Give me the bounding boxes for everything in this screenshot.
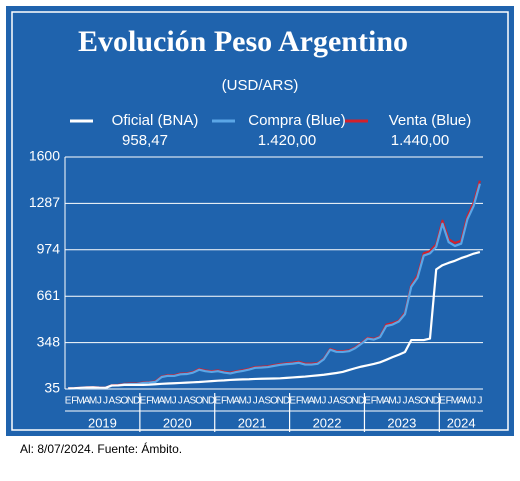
x-tick-label: S: [264, 396, 271, 407]
x-tick-label: J: [471, 396, 476, 407]
x-tick-label: N: [277, 396, 284, 407]
y-tick-label: 974: [37, 241, 61, 257]
x-tick-label: J: [477, 396, 482, 407]
x-tick-label: S: [339, 396, 346, 407]
x-tick-label: S: [190, 396, 197, 407]
x-tick-label: A: [158, 396, 165, 407]
year-label: 2024: [447, 415, 476, 430]
x-tick-label: O: [120, 396, 128, 407]
x-tick-label: F: [446, 396, 452, 407]
legend-label: Oficial (BNA): [112, 112, 199, 129]
x-tick-label: O: [420, 396, 428, 407]
x-tick-label: D: [208, 396, 215, 407]
x-tick-label: J: [172, 396, 177, 407]
x-tick-label: M: [451, 396, 459, 407]
y-tick-label: 35: [44, 380, 60, 396]
legend-value: 1.440,00: [391, 132, 449, 149]
y-tick-label: 1600: [29, 148, 60, 164]
series-line: [68, 251, 481, 390]
x-tick-label: A: [308, 396, 315, 407]
x-tick-label: A: [333, 396, 340, 407]
chart-title: Evolución Peso Argentino: [78, 25, 408, 58]
legend-label: Venta (Blue): [389, 112, 472, 129]
y-tick-label: 348: [37, 333, 61, 349]
x-tick-label: M: [226, 396, 234, 407]
x-tick-label: J: [396, 396, 401, 407]
x-tick-label: D: [133, 396, 140, 407]
x-tick-label: J: [403, 396, 408, 407]
chart-subtitle: (USD/ARS): [222, 77, 299, 94]
x-tick-label: A: [258, 396, 265, 407]
x-tick-label: J: [103, 396, 108, 407]
x-tick-label: F: [71, 396, 77, 407]
x-tick-label: N: [202, 396, 209, 407]
x-tick-label: O: [345, 396, 353, 407]
year-label: 2019: [88, 415, 117, 430]
year-label: 2023: [387, 415, 416, 430]
x-tick-label: E: [289, 396, 296, 407]
x-tick-label: M: [239, 396, 247, 407]
x-tick-label: A: [233, 396, 240, 407]
x-tick-label: M: [463, 396, 471, 407]
x-tick-label: M: [388, 396, 396, 407]
x-tick-label: F: [221, 396, 227, 407]
x-tick-label: J: [247, 396, 252, 407]
x-tick-label: J: [321, 396, 326, 407]
x-tick-label: A: [408, 396, 415, 407]
x-tick-label: M: [301, 396, 309, 407]
x-tick-label: J: [97, 396, 102, 407]
x-tick-label: S: [414, 396, 421, 407]
y-tick-label: 661: [37, 287, 61, 303]
footnote: Al: 8/07/2024. Fuente: Ámbito.: [20, 441, 182, 456]
x-tick-label: M: [76, 396, 84, 407]
x-tick-label: A: [183, 396, 190, 407]
x-tick-label: S: [115, 396, 122, 407]
x-tick-label: A: [383, 396, 390, 407]
x-tick-label: M: [89, 396, 97, 407]
panel-border: [11, 11, 509, 431]
legend-value: 958,47: [122, 132, 168, 149]
x-tick-label: D: [433, 396, 440, 407]
x-tick-label: O: [270, 396, 278, 407]
x-tick-label: E: [364, 396, 371, 407]
x-tick-label: D: [358, 396, 365, 407]
x-tick-label: E: [65, 396, 72, 407]
x-tick-label: M: [376, 396, 384, 407]
year-label: 2021: [238, 415, 267, 430]
panel: [6, 6, 514, 436]
x-tick-label: O: [195, 396, 203, 407]
x-tick-label: A: [83, 396, 90, 407]
y-tick-label: 1287: [29, 194, 60, 210]
x-tick-label: E: [140, 396, 147, 407]
x-tick-label: M: [164, 396, 172, 407]
x-tick-label: E: [215, 396, 222, 407]
year-label: 2022: [313, 415, 342, 430]
x-tick-label: N: [351, 396, 358, 407]
x-tick-label: A: [108, 396, 115, 407]
x-tick-label: M: [313, 396, 321, 407]
x-tick-label: A: [458, 396, 465, 407]
legend-label: Compra (Blue): [248, 112, 346, 129]
x-tick-label: D: [283, 396, 290, 407]
x-tick-label: F: [371, 396, 377, 407]
x-tick-label: J: [178, 396, 183, 407]
x-tick-label: F: [146, 396, 152, 407]
x-tick-label: E: [439, 396, 446, 407]
year-label: 2020: [163, 415, 192, 430]
x-tick-label: J: [253, 396, 258, 407]
legend-value: 1.420,00: [258, 132, 316, 149]
x-tick-label: M: [151, 396, 159, 407]
x-tick-label: J: [328, 396, 333, 407]
x-tick-label: F: [296, 396, 302, 407]
x-tick-label: N: [426, 396, 433, 407]
x-tick-label: N: [127, 396, 134, 407]
